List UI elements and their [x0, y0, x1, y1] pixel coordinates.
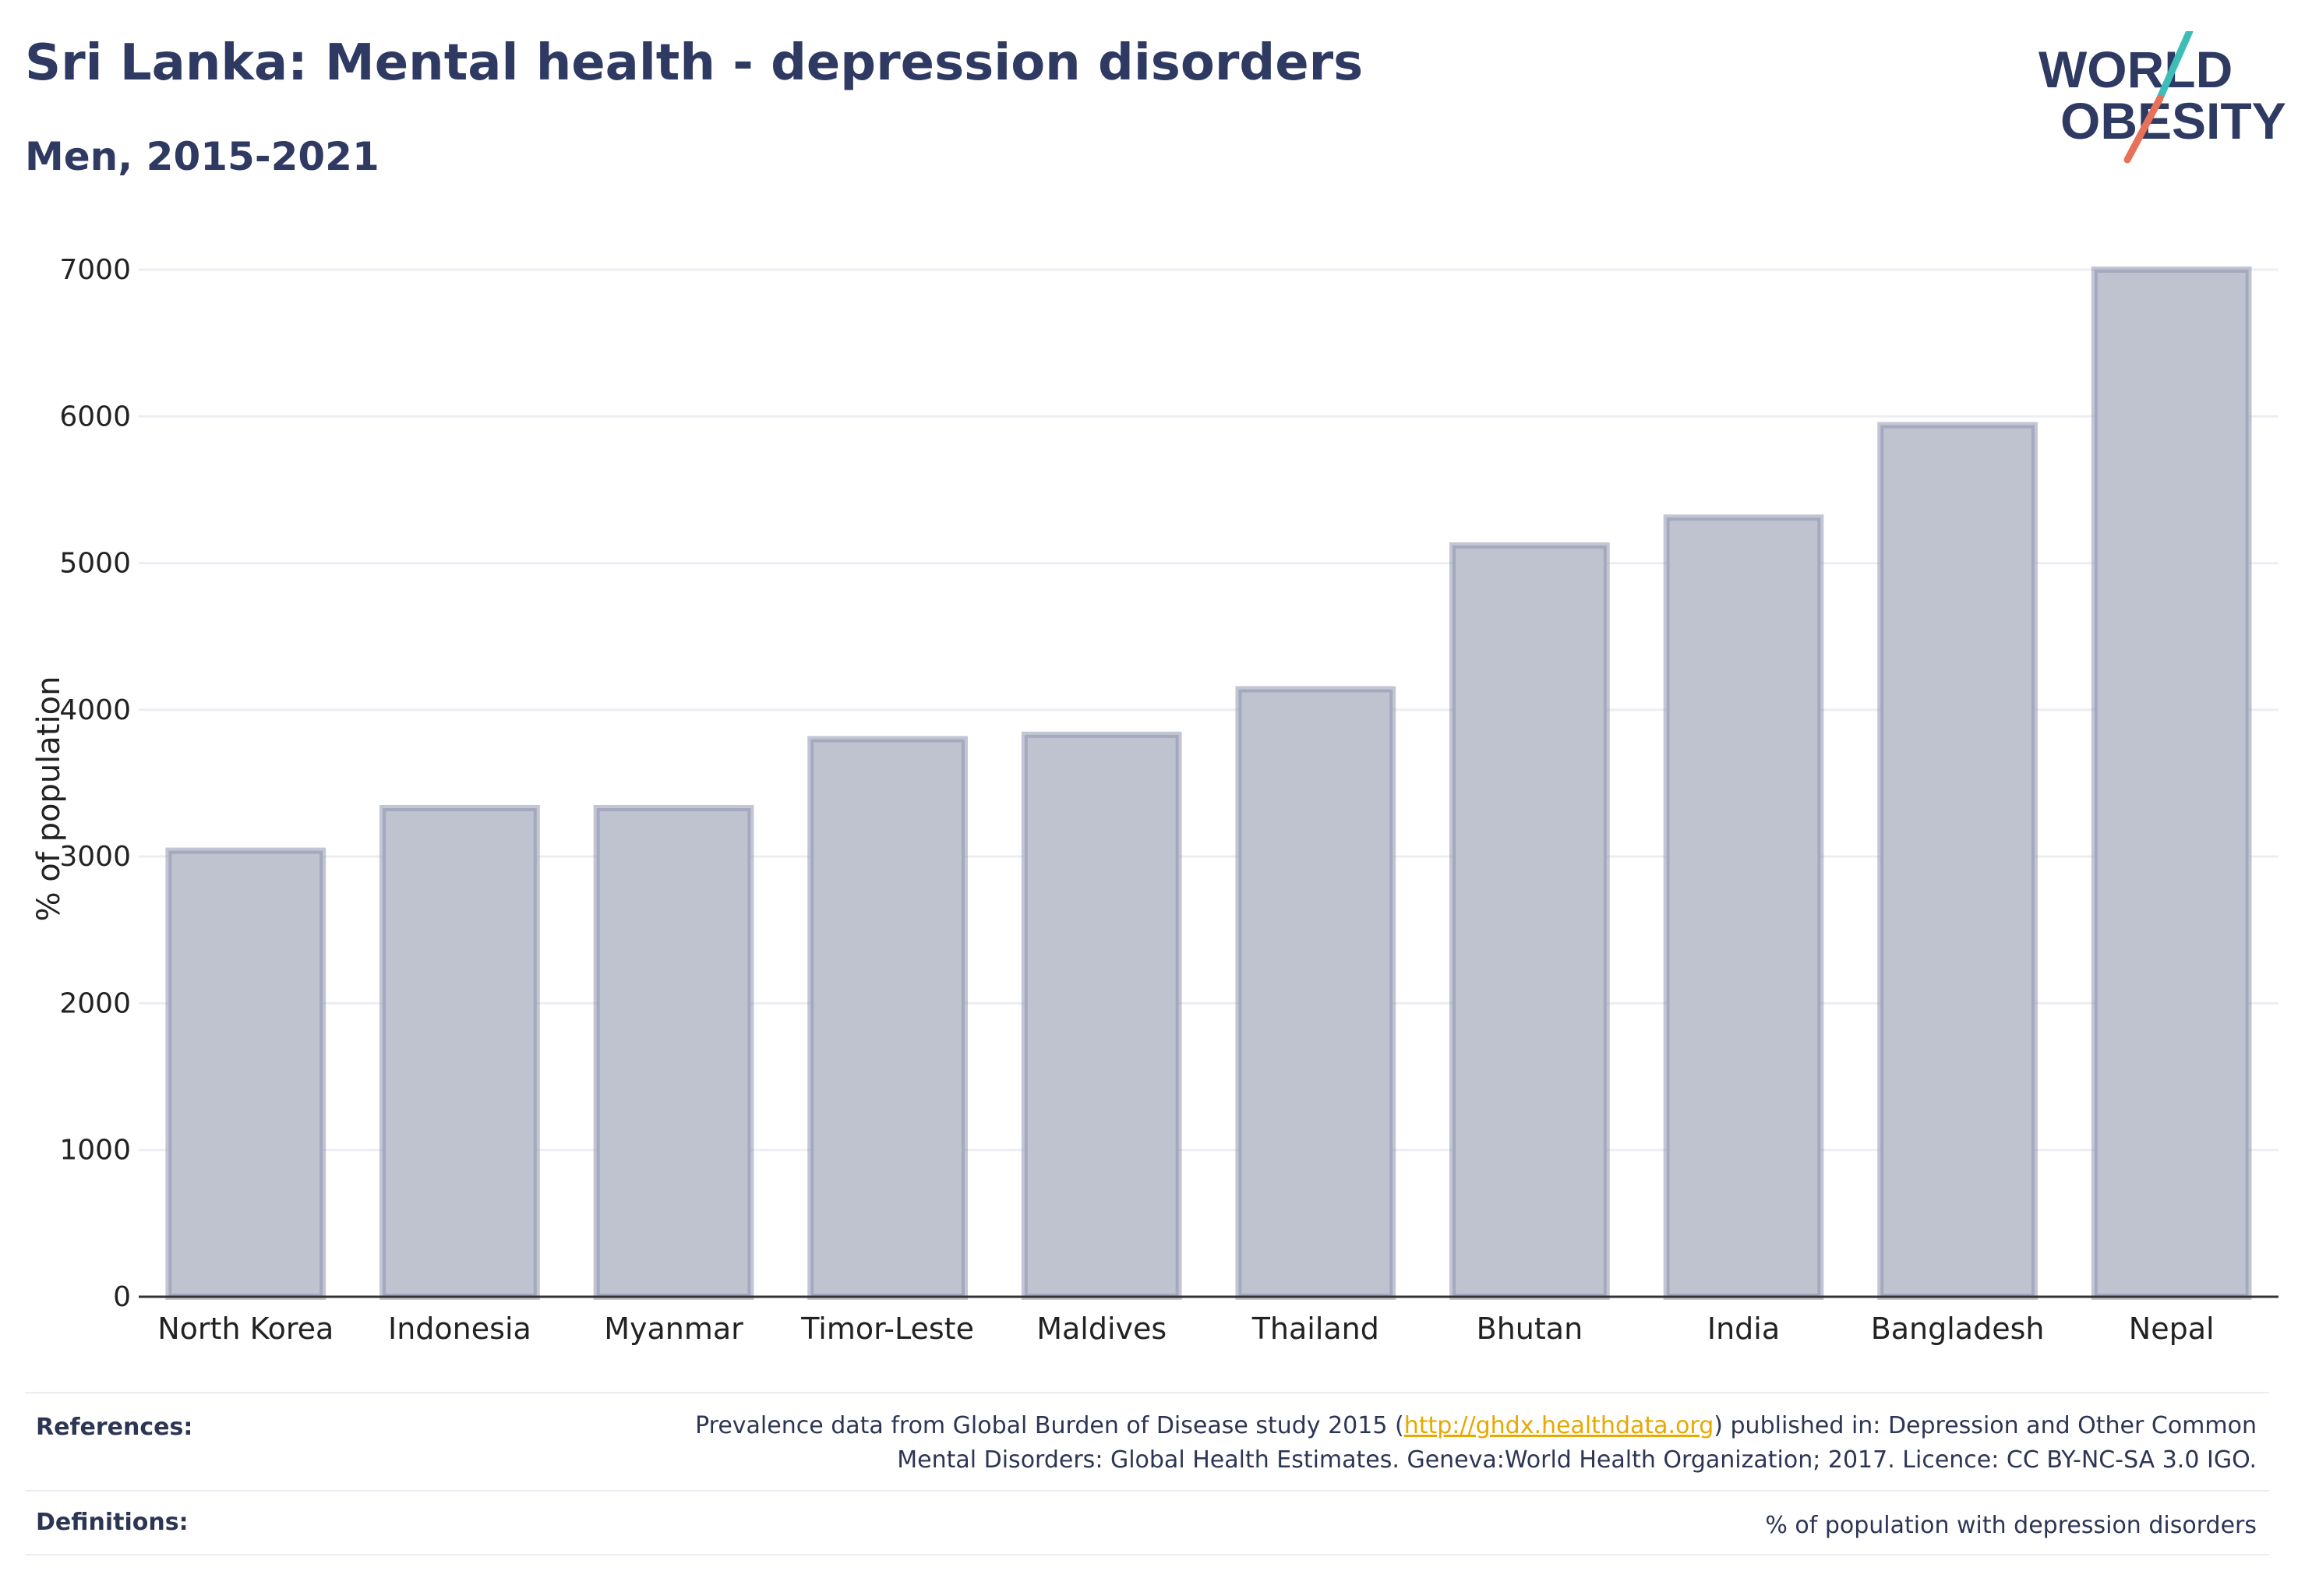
y-tick-label: 4000	[59, 694, 131, 726]
x-category-label: Bangladesh	[1871, 1312, 2045, 1346]
definitions-row: Definitions: % of population with depres…	[25, 1509, 2269, 1543]
references-text-line2: Mental Disorders: Global Health Estimate…	[897, 1446, 2257, 1474]
definitions-text: % of population with depression disorder…	[1765, 1512, 2257, 1539]
bar-india	[1663, 514, 1824, 1300]
logo-slash-teal	[2155, 31, 2194, 105]
bars	[165, 267, 2252, 1300]
references-row: References: Prevalence data from Global …	[25, 1409, 2269, 1478]
definitions-label: Definitions:	[36, 1509, 189, 1536]
y-tick-label: 2000	[59, 987, 131, 1019]
footer-divider-top	[25, 1392, 2269, 1393]
y-tick-label: 5000	[59, 548, 131, 580]
page-title: Sri Lanka: Mental health - depression di…	[25, 34, 1364, 92]
bar-north-korea	[165, 847, 327, 1300]
logo-word-obesity: OBESITY	[2060, 92, 2286, 150]
bar-myanmar	[593, 805, 754, 1300]
bar-nepal	[2091, 267, 2252, 1300]
x-axis-categories: North Korea Indonesia Myanmar Timor-Leste Ma…	[157, 1312, 2214, 1346]
references-text-pre: Prevalence data from Global Burden of Di…	[695, 1412, 1404, 1439]
y-axis-label: % of population	[31, 676, 67, 922]
world-obesity-logo: WORLD OBESITY	[2038, 31, 2286, 164]
bar-thailand	[1235, 686, 1396, 1300]
footer-divider-bottom	[25, 1554, 2269, 1555]
x-category-label: Maldives	[1036, 1312, 1167, 1346]
x-category-label: India	[1707, 1312, 1780, 1346]
y-tick-label: 7000	[59, 254, 131, 286]
bar-chart: 0 1000 2000 3000 4000 5000 6000 7000 North Kore…	[31, 254, 2279, 1346]
references-text: Prevalence data from Global Burden of Di…	[695, 1409, 2269, 1478]
references-text-post: ) published in: Depression and Other Com…	[1714, 1412, 2257, 1439]
bar-indonesia	[379, 805, 540, 1300]
references-link[interactable]: http://ghdx.healthdata.org	[1403, 1412, 1714, 1439]
logo-word-world: WORLD	[2038, 41, 2233, 98]
footer-divider-middle	[25, 1490, 2269, 1492]
x-category-label: Timor-Leste	[800, 1312, 974, 1346]
y-tick-label: 3000	[59, 841, 131, 873]
bar-maldives	[1021, 731, 1182, 1300]
x-category-label: Nepal	[2129, 1312, 2215, 1346]
bar-timor-leste	[807, 736, 968, 1300]
y-axis-ticks: 0 1000 2000 3000 4000 5000 6000 7000	[59, 254, 131, 1313]
x-category-label: North Korea	[157, 1312, 334, 1346]
bar-bangladesh	[1877, 422, 2038, 1300]
x-category-label: Thailand	[1251, 1312, 1379, 1346]
bar-bhutan	[1449, 542, 1610, 1300]
logo-slash-coral	[2123, 94, 2164, 164]
y-tick-label: 1000	[59, 1135, 131, 1167]
x-category-label: Indonesia	[388, 1312, 531, 1346]
x-category-label: Bhutan	[1477, 1312, 1583, 1346]
y-tick-label: 0	[113, 1281, 131, 1313]
x-category-label: Myanmar	[604, 1312, 743, 1346]
references-label: References:	[36, 1414, 193, 1441]
y-tick-label: 6000	[59, 401, 131, 433]
page-subtitle: Men, 2015-2021	[25, 134, 379, 179]
